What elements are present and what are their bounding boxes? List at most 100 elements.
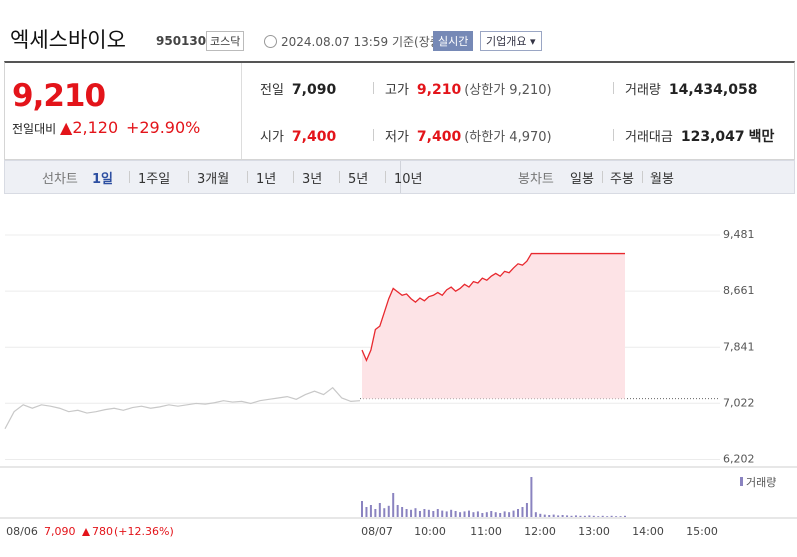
- volume-bar: [508, 512, 511, 517]
- tab[interactable]: 1년: [256, 172, 277, 187]
- volume-bar: [454, 511, 457, 517]
- volume-bar: [467, 510, 470, 517]
- volume-bar: [418, 511, 421, 517]
- x-tick-label: 15:00: [686, 525, 718, 538]
- tab-group-label: 봉차트: [518, 172, 554, 187]
- volume-bar: [472, 512, 475, 517]
- volume-bar: [441, 510, 444, 517]
- y-tick-label: 6,202: [723, 452, 755, 465]
- volume-bar: [615, 516, 618, 517]
- volume-bar: [396, 505, 399, 517]
- x-tick-label: 12:00: [524, 525, 556, 538]
- volume-bar: [610, 515, 613, 517]
- today-area: [362, 253, 625, 399]
- volume-bar: [517, 509, 520, 517]
- y-tick-label: 7,841: [723, 340, 755, 353]
- stat-value: 123,047: [680, 129, 745, 145]
- stat-label: 거래량: [625, 83, 661, 98]
- volume-bar: [561, 515, 564, 517]
- stat-label: 시가: [260, 130, 284, 145]
- time: 2024.08.07 13:59: [281, 35, 389, 49]
- volume-bar: [624, 515, 626, 517]
- volume-bar: [534, 512, 537, 517]
- volume-bar: [450, 509, 453, 517]
- stock-code: 950130: [156, 34, 207, 48]
- tab[interactable]: 1주일: [138, 172, 171, 187]
- stat-value: 7,400: [291, 129, 337, 145]
- today-line: [361, 252, 625, 362]
- volume-bar: [512, 510, 515, 517]
- volume-bar: [525, 503, 528, 517]
- tab-separator: [339, 171, 340, 183]
- market-badge: 코스닥: [206, 31, 245, 51]
- volume-bar: [574, 515, 577, 517]
- tab-separator: [642, 171, 643, 183]
- up-icon: ▲: [60, 118, 73, 137]
- overview-button[interactable]: 기업개요 ▾: [480, 31, 542, 51]
- volume-bar: [494, 512, 497, 517]
- tab[interactable]: 1일: [92, 172, 114, 187]
- volume-bar: [427, 509, 430, 517]
- volume-bar: [383, 508, 386, 517]
- tab-separator: [129, 171, 130, 183]
- tab-separator: [188, 171, 189, 183]
- volume-bar: [423, 509, 426, 517]
- volume-bar: [374, 509, 377, 517]
- volume-bar: [579, 515, 582, 517]
- tab[interactable]: 3년: [302, 172, 323, 187]
- volume-bar: [530, 477, 533, 517]
- x-tick-label: 13:00: [578, 525, 610, 538]
- volume-bar: [445, 511, 448, 517]
- tab[interactable]: 10년: [394, 172, 423, 187]
- volume-bar: [365, 507, 368, 517]
- x-tick-label: 11:00: [470, 525, 502, 538]
- volume-bar: [436, 509, 439, 517]
- stat-note: (상한가 9,210): [464, 83, 552, 98]
- stat-label: 저가: [385, 130, 409, 145]
- volume-bar: [548, 515, 551, 517]
- volume-bar: [570, 515, 573, 517]
- tab[interactable]: 일봉: [570, 172, 594, 187]
- tab[interactable]: 월봉: [650, 172, 674, 187]
- tab[interactable]: 3개월: [197, 172, 230, 187]
- volume-legend: 거래량: [746, 476, 776, 489]
- volume-bar: [369, 505, 372, 517]
- volume-bar: [543, 514, 546, 517]
- separator: [613, 129, 614, 141]
- quote-box: [4, 61, 795, 160]
- stat: 고가 9,210 (상한가 9,210): [385, 79, 552, 98]
- volume-bar: [378, 503, 381, 517]
- volume-bar: [539, 513, 542, 517]
- stat-value: 7,090: [291, 82, 337, 98]
- volume-bar: [361, 501, 363, 517]
- y-tick-label: 7,022: [723, 396, 755, 409]
- stat-value: 14,434,058: [668, 82, 758, 98]
- volume-bar: [566, 515, 569, 517]
- tab[interactable]: 주봉: [610, 172, 634, 187]
- realtime-button[interactable]: 실시간: [433, 31, 474, 51]
- tab-separator: [602, 171, 603, 183]
- separator: [373, 82, 374, 94]
- volume-bar: [432, 511, 435, 517]
- basis: 기준(장중): [391, 35, 446, 49]
- change-value: 2,120: [72, 118, 119, 137]
- tab-group-label: 선차트: [42, 172, 78, 187]
- volume-bar: [592, 515, 595, 517]
- volume-bar: [601, 515, 604, 517]
- y-tick-label: 8,661: [723, 284, 755, 297]
- tab[interactable]: 5년: [348, 172, 369, 187]
- volume-bar: [521, 507, 524, 517]
- stat-label: 고가: [385, 83, 409, 98]
- divider: [241, 63, 242, 159]
- volume-bar: [485, 512, 488, 517]
- prev-rate: (+12.36%): [114, 525, 174, 538]
- x-tick-label: 14:00: [632, 525, 664, 538]
- stat-label: 전일: [260, 83, 284, 98]
- volume-bar: [476, 511, 479, 517]
- stock-name: 엑세스바이오: [10, 28, 126, 52]
- volume-bar: [588, 515, 591, 517]
- volume-bar: [410, 509, 413, 517]
- x-tick-label: 10:00: [414, 525, 446, 538]
- volume-bar: [499, 513, 502, 517]
